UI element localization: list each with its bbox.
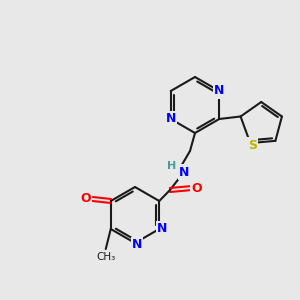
Text: N: N [157,223,167,236]
Text: N: N [214,85,224,98]
Text: CH₃: CH₃ [96,252,116,262]
Text: N: N [179,166,189,178]
Text: H: H [167,161,177,171]
Text: O: O [80,193,91,206]
Text: N: N [132,238,142,251]
Text: O: O [192,182,202,194]
Text: N: N [166,112,176,125]
Text: S: S [248,139,257,152]
